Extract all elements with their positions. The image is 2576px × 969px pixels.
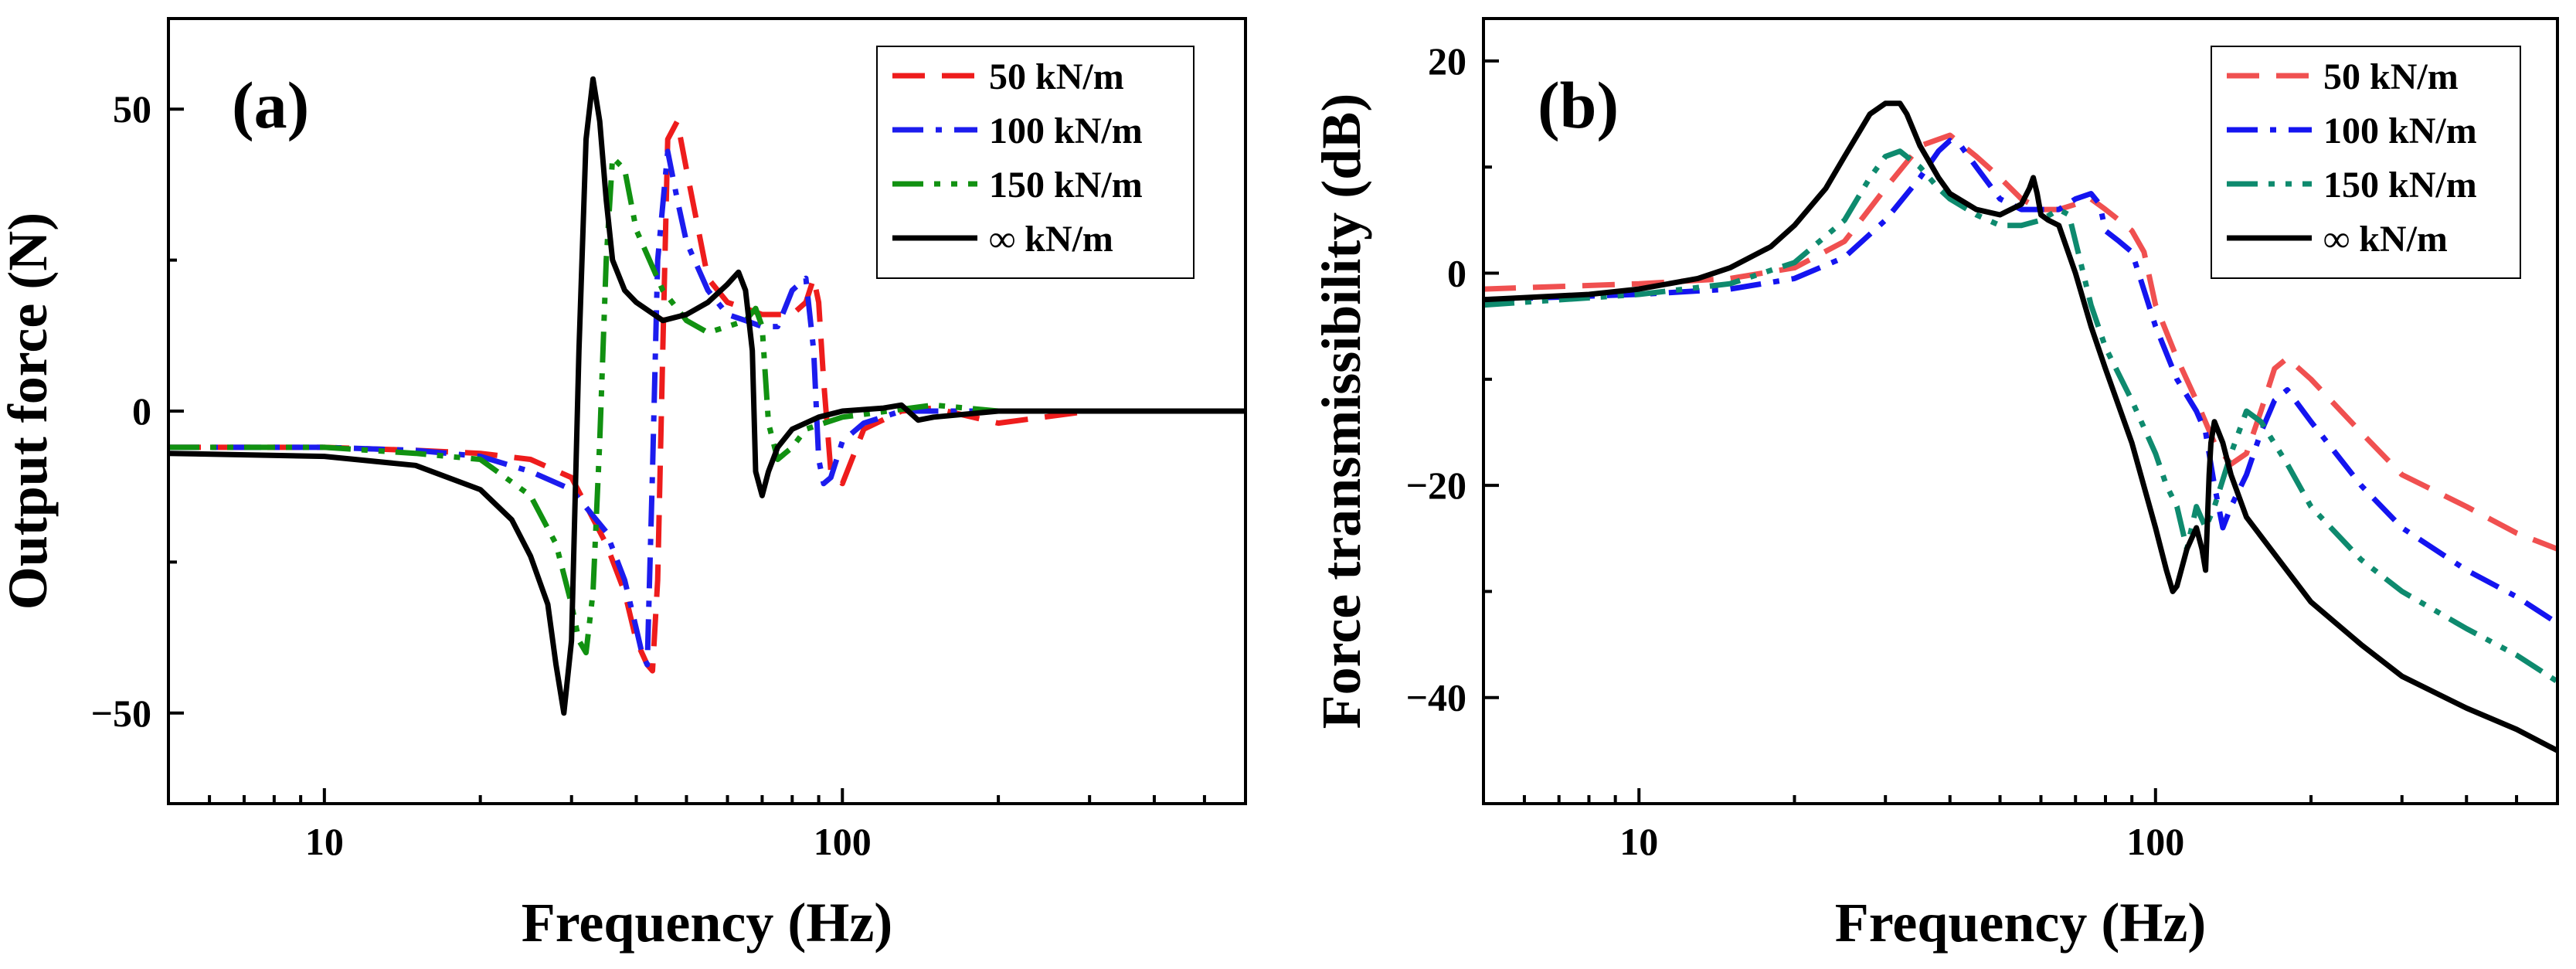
series-line-3 (1483, 148, 2557, 685)
y-tick-label: 20 (1428, 39, 1466, 83)
y-tick-label: 50 (113, 87, 151, 131)
legend-label-3: 150 kN/m (989, 165, 1143, 206)
y-axis-title: Force transmissibility (dB) (1310, 94, 1372, 729)
legend-label-4: ∞ kN/m (989, 219, 1113, 260)
series-group (1483, 100, 2557, 753)
y-tick-label: 0 (1447, 252, 1466, 295)
y-axis-title: Output force (N) (0, 212, 59, 610)
x-tick-label: 10 (1619, 820, 1658, 863)
chart-panel-a: 10 100 −50 0 50 Frequency (Hz) Output force (N… (0, 17, 1247, 954)
legend: 50 kN/m 100 kN/m 150 kN/m ∞ kN/m (2211, 46, 2521, 279)
series-group (168, 76, 1246, 716)
x-tick-label: 100 (2126, 820, 2184, 863)
x-tick-label: 10 (305, 820, 344, 863)
panel-label: (a) (232, 68, 309, 142)
legend-label-4: ∞ kN/m (2323, 219, 2448, 260)
legend-label-1: 50 kN/m (2323, 56, 2459, 97)
x-tick-label: 100 (814, 820, 872, 863)
panel-label: (b) (1538, 68, 1619, 142)
series-line-2 (1483, 138, 2557, 626)
legend-label-3: 150 kN/m (2323, 165, 2477, 206)
x-axis-title: Frequency (Hz) (1835, 892, 2207, 954)
legend-label-2: 100 kN/m (989, 110, 1143, 151)
y-tick-label: −20 (1406, 464, 1467, 507)
y-tick-label: −50 (91, 692, 152, 735)
series-line-1 (1483, 132, 2557, 552)
legend: 50 kN/m 100 kN/m 150 kN/m ∞ kN/m (876, 46, 1195, 279)
x-axis-title: Frequency (Hz) (522, 892, 893, 954)
series-line-3 (168, 155, 1246, 656)
legend-label-1: 50 kN/m (989, 56, 1124, 97)
series-line-4 (1483, 100, 2557, 753)
y-tick-label: −40 (1406, 676, 1467, 719)
series-line-4 (168, 76, 1246, 716)
legend-label-2: 100 kN/m (2323, 110, 2477, 151)
y-tick-label: 0 (132, 389, 151, 433)
chart-panel-b: 10 100 −40 −20 0 20 Frequency (Hz) Force transm… (1310, 17, 2559, 954)
plot-frame (1482, 17, 2559, 805)
